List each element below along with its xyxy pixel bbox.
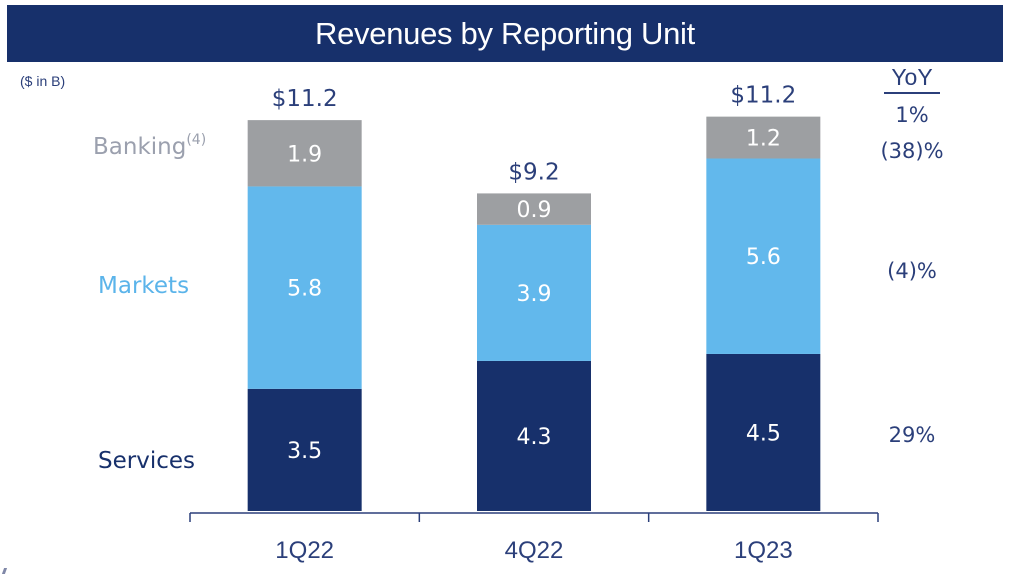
bar-markets-1q22 xyxy=(247,186,362,389)
value-label-banking-1q22: 1.9 xyxy=(287,142,322,167)
yoy-total: 1% xyxy=(895,103,929,127)
bar-banking-1q22 xyxy=(247,120,362,187)
bar-services-1q22 xyxy=(247,388,362,511)
bar-services-1q23 xyxy=(706,353,821,511)
bar-banking-4q22 xyxy=(477,193,591,225)
bar-services-4q22 xyxy=(477,360,591,511)
yoy-markets: (4)% xyxy=(887,259,937,283)
bar-markets-1q23 xyxy=(706,158,821,354)
value-label-markets-1q22: 5.8 xyxy=(287,277,322,302)
legend-label-banking-text: Banking xyxy=(93,134,187,160)
legend-label-markets: Markets xyxy=(98,273,190,299)
bar-banking-1q23 xyxy=(706,116,821,159)
value-label-banking-1q23: 1.2 xyxy=(746,127,781,152)
bar-markets-4q22 xyxy=(477,224,591,361)
unit-note: ($ in B) xyxy=(20,73,66,89)
x-tick-label-1q22: 1Q22 xyxy=(275,537,334,564)
value-label-services-1q23: 4.5 xyxy=(746,421,781,446)
legend-label-banking: Banking(4) xyxy=(93,132,207,160)
total-label-4q22: $9.2 xyxy=(508,159,559,185)
total-label-1q23: $11.2 xyxy=(730,83,796,109)
value-label-banking-4q22: 0.9 xyxy=(517,198,552,223)
footnote-marker: (4) xyxy=(186,132,207,148)
yoy-banking: (38)% xyxy=(880,139,944,163)
legend-label-services: Services xyxy=(98,448,195,474)
value-label-services-1q22: 3.5 xyxy=(287,439,322,464)
value-label-markets-4q22: 3.9 xyxy=(517,282,552,307)
yoy-services: 29% xyxy=(888,423,936,447)
chart-title: Revenues by Reporting Unit xyxy=(7,5,1003,62)
value-label-markets-1q23: 5.6 xyxy=(746,245,781,270)
value-label-services-4q22: 4.3 xyxy=(517,425,552,450)
x-tick-label-4q22: 4Q22 xyxy=(505,537,564,564)
total-label-1q22: $11.2 xyxy=(272,86,338,112)
x-tick-label-1q23: 1Q23 xyxy=(734,537,793,564)
yoy-header: YoY xyxy=(884,62,940,94)
